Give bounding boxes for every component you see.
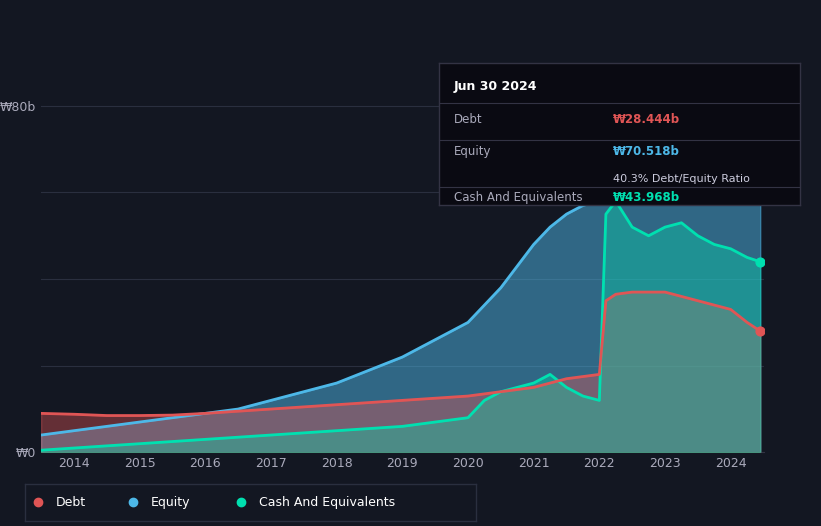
- Text: ₩70.518b: ₩70.518b: [612, 146, 680, 158]
- Text: Equity: Equity: [151, 496, 190, 509]
- Text: 40.3% Debt/Equity Ratio: 40.3% Debt/Equity Ratio: [612, 174, 750, 184]
- Text: ₩43.968b: ₩43.968b: [612, 191, 680, 204]
- Point: [754, 258, 767, 266]
- Text: Debt: Debt: [454, 113, 482, 126]
- Text: Jun 30 2024: Jun 30 2024: [454, 80, 537, 93]
- Text: ₩28.444b: ₩28.444b: [612, 113, 680, 126]
- Text: Equity: Equity: [454, 146, 491, 158]
- Text: Debt: Debt: [57, 496, 86, 509]
- Text: Cash And Equivalents: Cash And Equivalents: [259, 496, 396, 509]
- Point: [754, 327, 767, 335]
- Point: [754, 138, 767, 147]
- Text: Cash And Equivalents: Cash And Equivalents: [454, 191, 582, 204]
